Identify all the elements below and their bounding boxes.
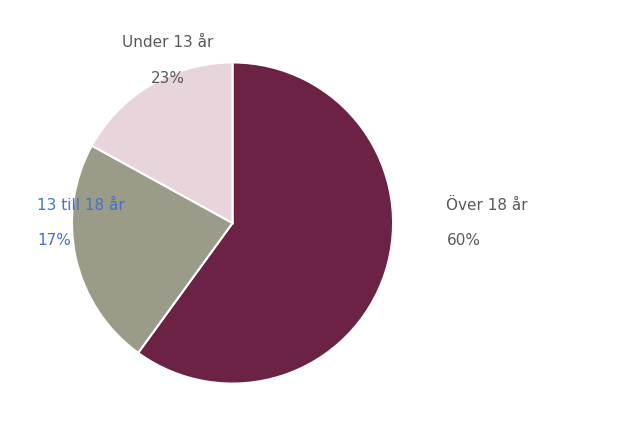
Wedge shape xyxy=(92,62,232,223)
Text: 17%: 17% xyxy=(37,233,71,248)
Text: 23%: 23% xyxy=(151,70,184,86)
Text: Över 18 år: Över 18 år xyxy=(446,198,528,213)
Text: 13 till 18 år: 13 till 18 år xyxy=(37,198,125,213)
Text: Under 13 år: Under 13 år xyxy=(122,35,213,50)
Text: 60%: 60% xyxy=(446,233,480,248)
Wedge shape xyxy=(138,62,393,384)
Wedge shape xyxy=(72,146,232,353)
